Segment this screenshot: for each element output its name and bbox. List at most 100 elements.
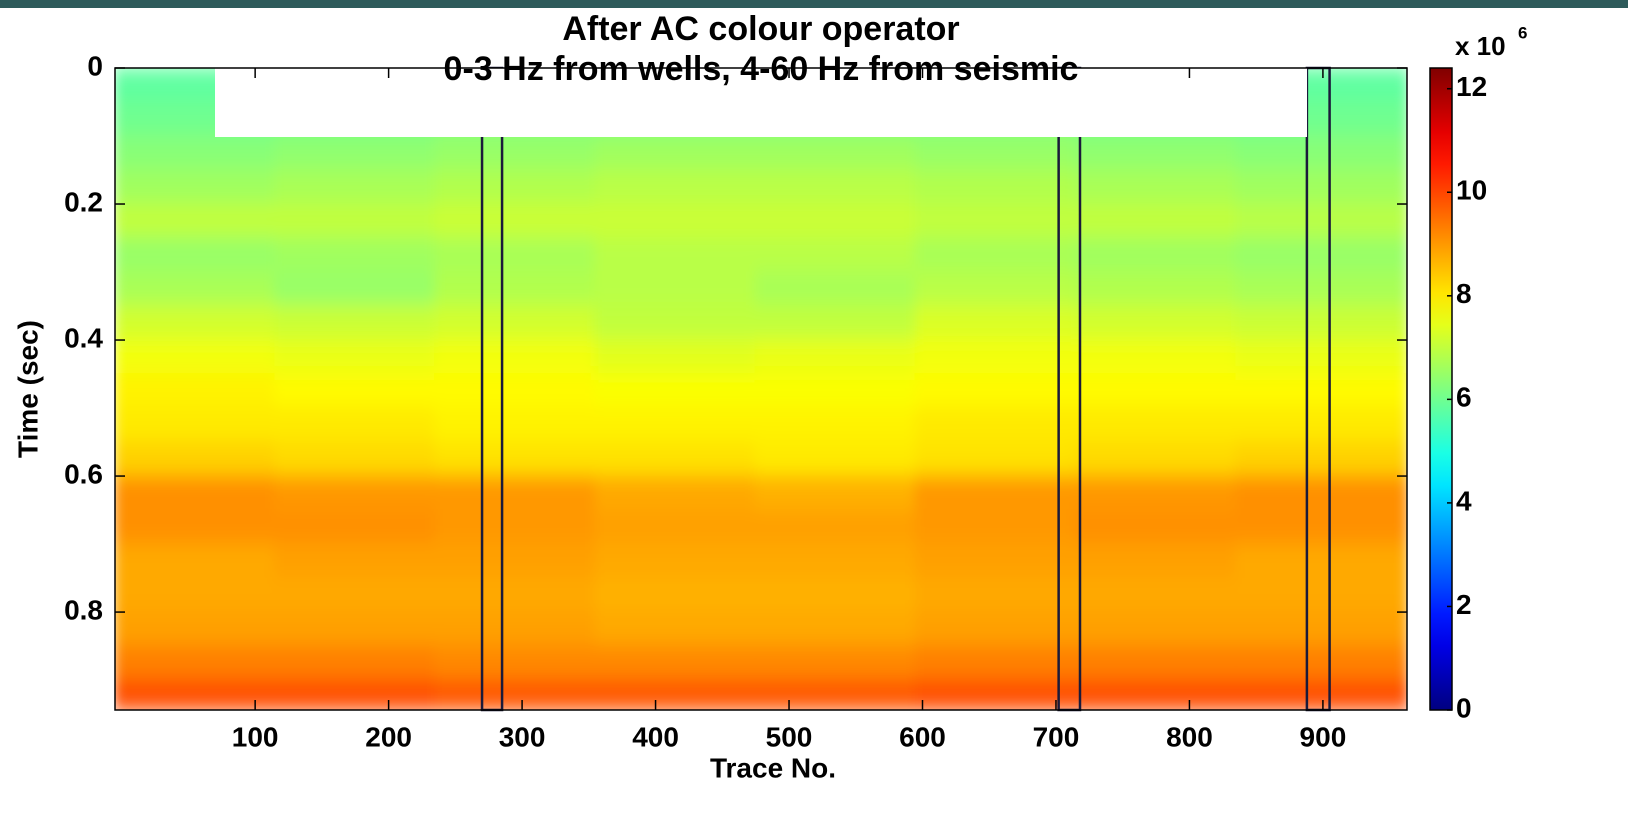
- heat-cell: [594, 135, 757, 172]
- heat-cell: [594, 271, 757, 308]
- heat-cell: [434, 679, 597, 710]
- heat-cell: [434, 509, 597, 546]
- heat-cell: [1235, 679, 1407, 710]
- y-tick-label: 0.6: [64, 458, 103, 489]
- chart-title: After AC colour operator: [562, 10, 959, 48]
- heat-cell: [1074, 135, 1238, 172]
- colorbar-tick-label: 10: [1456, 175, 1487, 206]
- x-tick-label: 900: [1300, 721, 1347, 752]
- colorbar: [1429, 67, 1453, 711]
- heat-cell: [115, 509, 277, 546]
- heat-cell: [754, 679, 917, 710]
- colorbar-label: x 10: [1455, 31, 1506, 61]
- plot-frame: [114, 67, 1408, 711]
- heat-cell: [594, 203, 757, 240]
- heat-cell: [274, 407, 437, 444]
- heat-cell: [914, 645, 1077, 682]
- heat-cell: [434, 543, 597, 580]
- heat-cell: [594, 679, 757, 710]
- heat-cell: [115, 611, 277, 648]
- heat-cell: [594, 169, 757, 206]
- heat-cell: [594, 509, 757, 546]
- heat-cell: [1074, 679, 1238, 710]
- heat-cell: [434, 271, 597, 308]
- heat-cell: [274, 339, 437, 376]
- x-tick-label: 500: [766, 721, 813, 752]
- heat-cell: [754, 509, 917, 546]
- heat-cell: [914, 441, 1077, 478]
- heat-cell: [754, 135, 917, 172]
- heat-cell: [1235, 441, 1407, 478]
- heat-cell: [274, 203, 437, 240]
- heat-cell: [594, 611, 757, 648]
- x-tick-label: 400: [632, 721, 679, 752]
- heat-cell: [754, 237, 917, 274]
- heat-cell: [1235, 543, 1407, 580]
- heat-cell: [115, 203, 277, 240]
- heat-cell: [115, 475, 277, 512]
- heat-cell: [914, 373, 1077, 410]
- title-box: [215, 68, 1307, 137]
- heat-cell: [754, 543, 917, 580]
- heat-cell: [274, 577, 437, 614]
- heat-cell: [1074, 169, 1238, 206]
- x-tick-label: 300: [499, 721, 546, 752]
- colorbar-exponent: 6: [1518, 23, 1527, 42]
- heat-cell: [115, 271, 277, 308]
- heat-cell: [274, 305, 437, 342]
- heat-cell: [754, 441, 917, 478]
- heat-cell: [914, 407, 1077, 444]
- x-tick-label: 600: [899, 721, 946, 752]
- colorbar-tick-label: 4: [1456, 485, 1472, 516]
- x-tick-label: 100: [232, 721, 279, 752]
- heat-cell: [1235, 509, 1407, 546]
- heat-cell: [1074, 339, 1238, 376]
- heat-cell: [594, 339, 757, 376]
- heat-cell: [434, 339, 597, 376]
- y-tick-label: 0.8: [64, 594, 103, 625]
- heat-cell: [1074, 611, 1238, 648]
- heat-cell: [1074, 577, 1238, 614]
- heat-cell: [1235, 169, 1407, 206]
- y-tick-label: 0.4: [64, 322, 103, 353]
- heat-cell: [434, 577, 597, 614]
- heat-cell: [1235, 373, 1407, 410]
- heat-cell: [274, 475, 437, 512]
- heat-cell: [1235, 475, 1407, 512]
- heat-cell: [115, 373, 277, 410]
- heat-cell: [274, 611, 437, 648]
- heat-cell: [115, 441, 277, 478]
- heat-cell: [594, 577, 757, 614]
- heat-cell: [115, 305, 277, 342]
- heat-cell: [754, 169, 917, 206]
- heat-cell: [1235, 339, 1407, 376]
- heat-cell: [434, 407, 597, 444]
- heat-cell: [1074, 509, 1238, 546]
- heat-cell: [115, 645, 277, 682]
- heat-cell: [1074, 441, 1238, 478]
- heat-cell: [434, 373, 597, 410]
- heat-cell: [594, 543, 757, 580]
- heat-cell: [914, 305, 1077, 342]
- heat-cell: [434, 441, 597, 478]
- heat-cell: [754, 611, 917, 648]
- heat-cell: [274, 135, 437, 172]
- heat-cell: [1074, 271, 1238, 308]
- heat-cell: [434, 237, 597, 274]
- colorbar-tick-label: 12: [1456, 71, 1487, 102]
- heat-cell: [434, 611, 597, 648]
- heat-cell: [115, 543, 277, 580]
- heat-cell: [434, 135, 597, 172]
- heat-cell: [914, 509, 1077, 546]
- heat-cell: [1074, 645, 1238, 682]
- heat-cell: [1235, 407, 1407, 444]
- heat-cell: [914, 203, 1077, 240]
- heat-cell: [754, 271, 917, 308]
- heat-cell: [914, 339, 1077, 376]
- heat-cell: [115, 339, 277, 376]
- top-bar: [0, 0, 1628, 8]
- heat-cell: [434, 475, 597, 512]
- heat-cell: [274, 237, 437, 274]
- heat-cell: [274, 679, 437, 710]
